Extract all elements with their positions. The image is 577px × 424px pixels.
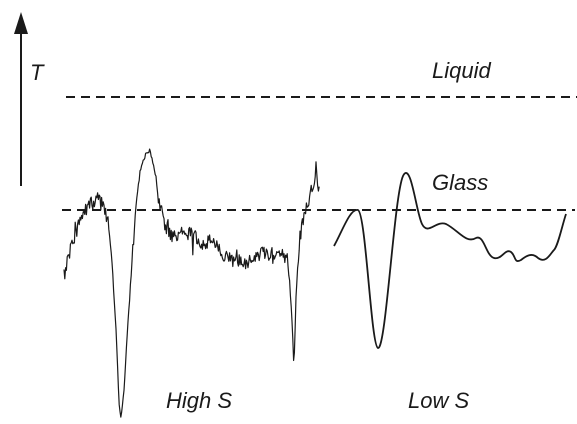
high-s-label: High S bbox=[166, 388, 232, 413]
liquid-label: Liquid bbox=[432, 58, 491, 83]
axis-label-t: T bbox=[30, 60, 45, 85]
high-s-trace bbox=[63, 148, 320, 418]
glass-label: Glass bbox=[432, 170, 488, 195]
arrow-head-icon bbox=[14, 12, 28, 34]
low-s-trace bbox=[333, 172, 567, 349]
low-s-label: Low S bbox=[408, 388, 469, 413]
